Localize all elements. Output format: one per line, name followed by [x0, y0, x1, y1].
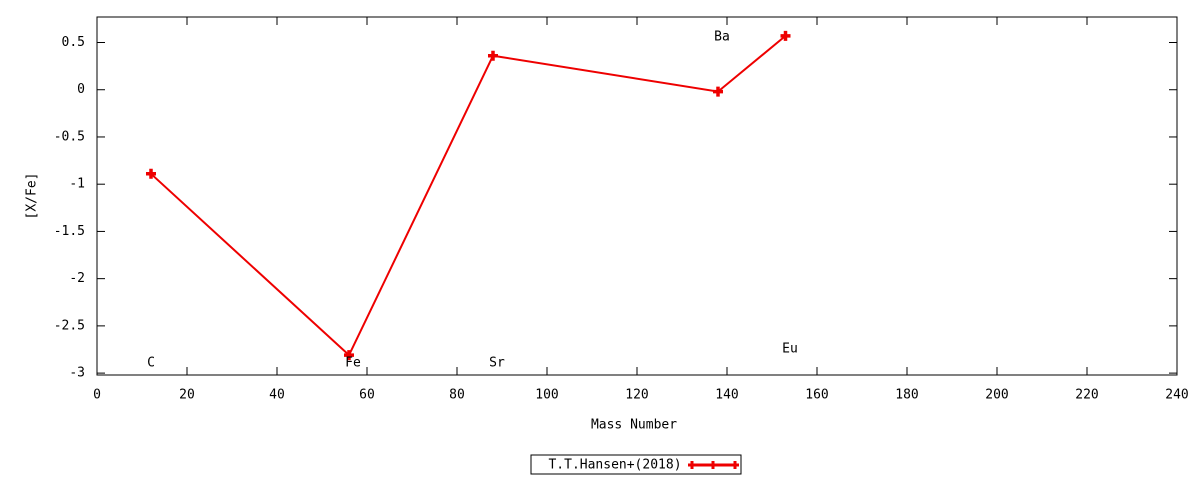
x-tick-label: 220 [1075, 388, 1098, 403]
y-tick-label: -2 [69, 271, 85, 286]
point-label: Sr [489, 356, 505, 371]
x-tick-label: 0 [93, 388, 101, 403]
point-marker [488, 50, 498, 61]
x-tick-label: 40 [269, 388, 285, 403]
legend-label: T.T.Hansen+(2018) [548, 458, 681, 473]
y-tick-label: -3 [69, 366, 85, 381]
legend-swatch-marker [688, 461, 739, 469]
y-tick-label: -0.5 [54, 129, 85, 144]
point-marker [344, 350, 354, 361]
x-axis-label: Mass Number [591, 418, 677, 433]
point-label: Eu [782, 342, 798, 357]
point-label: C [147, 356, 155, 371]
y-tick-label: -1.5 [54, 224, 85, 239]
point-label: Fe [345, 356, 361, 371]
point-label: Ba [714, 30, 730, 45]
y-axis-label: [X/Fe] [25, 173, 40, 220]
y-tick-label: -1 [69, 177, 85, 192]
y-tick-label: -2.5 [54, 318, 85, 333]
x-tick-label: 120 [625, 388, 648, 403]
x-tick-label: 180 [895, 388, 918, 403]
x-tick-label: 60 [359, 388, 375, 403]
x-tick-label: 140 [715, 388, 738, 403]
x-tick-label: 20 [179, 388, 195, 403]
y-tick-label: 0 [77, 82, 85, 97]
legend-box [530, 454, 742, 475]
x-tick-label: 200 [985, 388, 1008, 403]
point-marker [713, 86, 723, 97]
x-tick-label: 80 [449, 388, 465, 403]
series-line [150, 35, 787, 357]
x-tick-label: 240 [1165, 388, 1188, 403]
point-marker [146, 168, 156, 179]
point-marker [780, 30, 791, 41]
x-tick-label: 160 [805, 388, 828, 403]
x-tick-label: 100 [535, 388, 558, 403]
y-tick-label: 0.5 [62, 35, 85, 50]
plot-frame [96, 16, 1178, 376]
